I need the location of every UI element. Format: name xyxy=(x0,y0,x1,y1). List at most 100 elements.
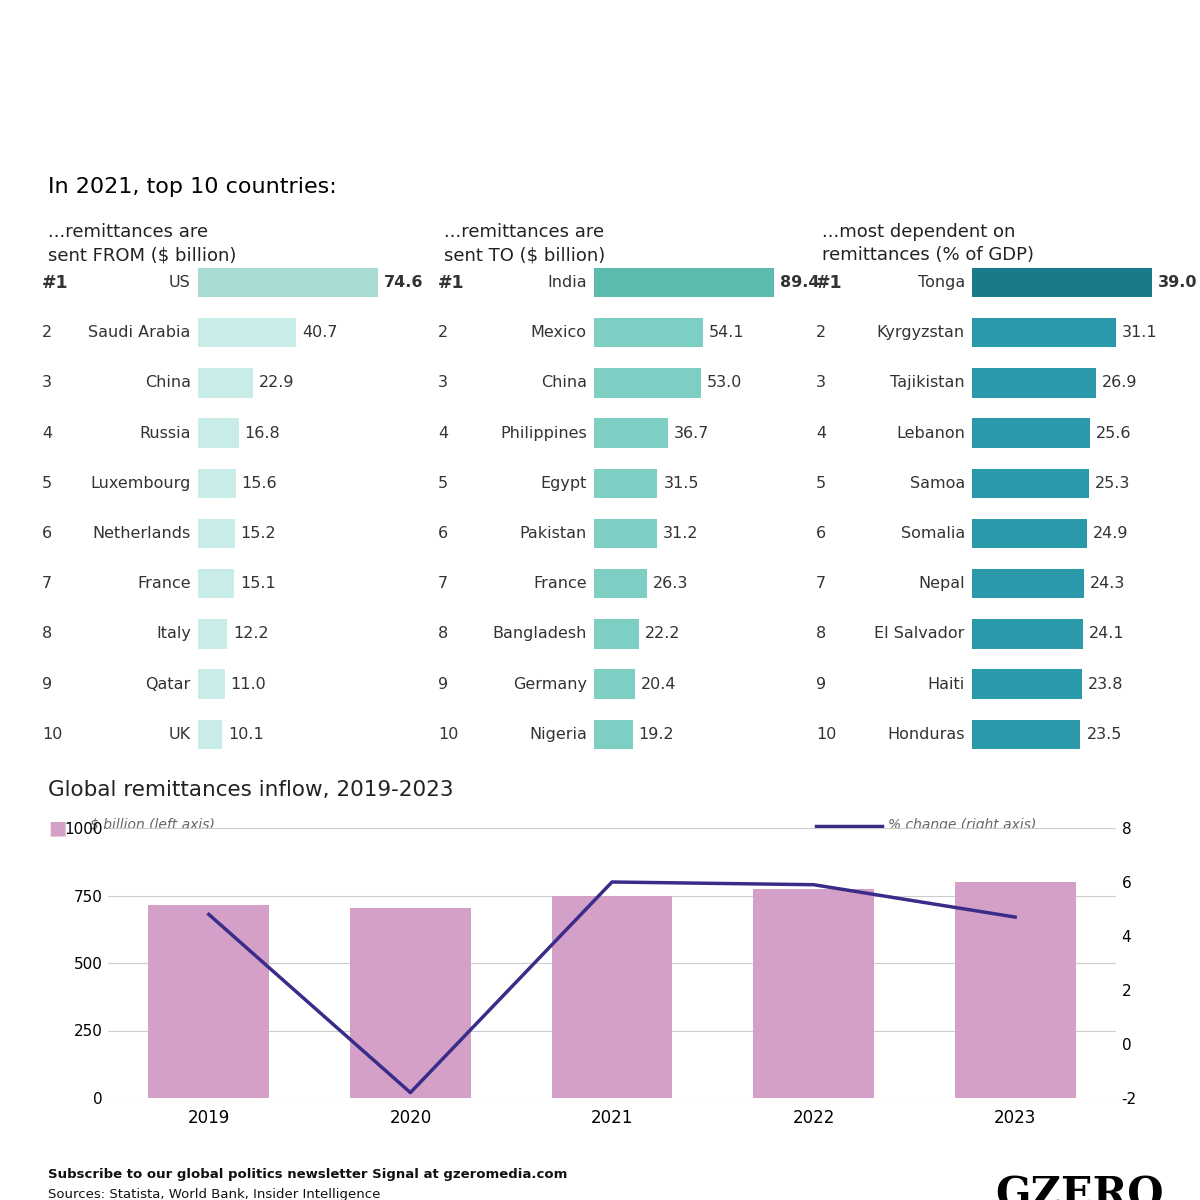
Text: $ billion (left axis): $ billion (left axis) xyxy=(90,818,215,833)
Text: 26.3: 26.3 xyxy=(653,576,689,592)
Bar xyxy=(552,896,672,1098)
Text: GZERO: GZERO xyxy=(996,1175,1164,1200)
Text: Mexico: Mexico xyxy=(530,325,587,341)
Text: Saudi Arabia: Saudi Arabia xyxy=(89,325,191,341)
Text: 2: 2 xyxy=(438,325,448,341)
Text: 15.6: 15.6 xyxy=(241,475,277,491)
Text: Tonga: Tonga xyxy=(918,275,965,290)
Text: 15.2: 15.2 xyxy=(241,526,276,541)
Text: 10.1: 10.1 xyxy=(228,727,264,742)
FancyBboxPatch shape xyxy=(594,518,656,548)
Text: 4: 4 xyxy=(816,426,826,440)
Text: Global remittances inflow, 2019-2023: Global remittances inflow, 2019-2023 xyxy=(48,780,454,800)
FancyBboxPatch shape xyxy=(972,368,1096,397)
FancyBboxPatch shape xyxy=(594,670,635,698)
Text: 36.7: 36.7 xyxy=(674,426,709,440)
Text: Bangladesh: Bangladesh xyxy=(492,626,587,641)
Text: 31.5: 31.5 xyxy=(664,475,698,491)
Text: 7: 7 xyxy=(816,576,826,592)
Text: India: India xyxy=(547,275,587,290)
FancyBboxPatch shape xyxy=(972,419,1090,448)
Text: Kyrgyzstan: Kyrgyzstan xyxy=(877,325,965,341)
Text: 12.2: 12.2 xyxy=(234,626,269,641)
Text: 6: 6 xyxy=(816,526,826,541)
Text: Russia: Russia xyxy=(139,426,191,440)
Text: 89.4: 89.4 xyxy=(780,275,820,290)
Text: 10: 10 xyxy=(816,727,836,742)
Text: 22.2: 22.2 xyxy=(644,626,680,641)
FancyBboxPatch shape xyxy=(198,318,296,348)
Text: 40.7: 40.7 xyxy=(302,325,337,341)
Text: Germany: Germany xyxy=(512,677,587,691)
Text: 8: 8 xyxy=(438,626,449,641)
Text: 25.6: 25.6 xyxy=(1096,426,1132,440)
Text: China: China xyxy=(145,376,191,390)
Text: France: France xyxy=(533,576,587,592)
Text: Luxembourg: Luxembourg xyxy=(90,475,191,491)
FancyBboxPatch shape xyxy=(594,469,658,498)
Text: 22.9: 22.9 xyxy=(259,376,295,390)
FancyBboxPatch shape xyxy=(594,419,668,448)
Text: 23.8: 23.8 xyxy=(1088,677,1123,691)
Text: % change (right axis): % change (right axis) xyxy=(888,818,1037,833)
Text: 2: 2 xyxy=(42,325,52,341)
Text: UK: UK xyxy=(169,727,191,742)
FancyBboxPatch shape xyxy=(972,518,1087,548)
FancyBboxPatch shape xyxy=(198,670,224,698)
Text: 31.1: 31.1 xyxy=(1122,325,1157,341)
FancyBboxPatch shape xyxy=(972,619,1084,648)
Text: Pakistan: Pakistan xyxy=(520,526,587,541)
Text: 8: 8 xyxy=(42,626,53,641)
Text: 10: 10 xyxy=(438,727,458,742)
Text: 4: 4 xyxy=(438,426,448,440)
Text: 9: 9 xyxy=(438,677,448,691)
Text: 3: 3 xyxy=(816,376,826,390)
Text: Nigeria: Nigeria xyxy=(529,727,587,742)
Text: Somalia: Somalia xyxy=(900,526,965,541)
Text: ...remittances are
sent TO ($ billion): ...remittances are sent TO ($ billion) xyxy=(444,223,605,264)
FancyBboxPatch shape xyxy=(972,469,1088,498)
Text: 15.1: 15.1 xyxy=(240,576,276,592)
Bar xyxy=(754,889,874,1098)
Text: #1: #1 xyxy=(816,274,842,292)
Text: Haiti: Haiti xyxy=(928,677,965,691)
Text: 31.2: 31.2 xyxy=(662,526,698,541)
Text: 10: 10 xyxy=(42,727,62,742)
Text: 39.0: 39.0 xyxy=(1158,275,1198,290)
Text: 9: 9 xyxy=(42,677,52,691)
Text: Lebanon: Lebanon xyxy=(896,426,965,440)
Text: France: France xyxy=(137,576,191,592)
Text: 8: 8 xyxy=(816,626,827,641)
Text: Sending money home: Sending money home xyxy=(48,47,953,121)
FancyBboxPatch shape xyxy=(972,569,1084,599)
Text: 20.4: 20.4 xyxy=(641,677,677,691)
FancyBboxPatch shape xyxy=(594,569,647,599)
Text: China: China xyxy=(541,376,587,390)
FancyBboxPatch shape xyxy=(198,569,234,599)
Text: 25.3: 25.3 xyxy=(1094,475,1130,491)
FancyBboxPatch shape xyxy=(594,619,638,648)
FancyBboxPatch shape xyxy=(972,670,1082,698)
FancyBboxPatch shape xyxy=(594,268,774,298)
FancyBboxPatch shape xyxy=(972,268,1152,298)
Text: 23.5: 23.5 xyxy=(1086,727,1122,742)
FancyBboxPatch shape xyxy=(594,368,701,397)
Text: #1: #1 xyxy=(42,274,68,292)
Text: In 2021, top 10 countries:: In 2021, top 10 countries: xyxy=(48,178,337,197)
Text: Sources: Statista, World Bank, Insider Intelligence: Sources: Statista, World Bank, Insider I… xyxy=(48,1188,380,1200)
Text: Italy: Italy xyxy=(156,626,191,641)
Text: 7: 7 xyxy=(42,576,52,592)
Text: El Salvador: El Salvador xyxy=(875,626,965,641)
FancyBboxPatch shape xyxy=(198,268,378,298)
Text: 24.9: 24.9 xyxy=(1093,526,1128,541)
FancyBboxPatch shape xyxy=(198,419,239,448)
Text: 5: 5 xyxy=(438,475,448,491)
Text: 7: 7 xyxy=(438,576,448,592)
Text: 5: 5 xyxy=(42,475,52,491)
Text: Egypt: Egypt xyxy=(540,475,587,491)
Text: 11.0: 11.0 xyxy=(230,677,266,691)
Text: 6: 6 xyxy=(42,526,52,541)
FancyBboxPatch shape xyxy=(594,318,703,348)
Bar xyxy=(149,905,269,1098)
FancyBboxPatch shape xyxy=(198,518,235,548)
